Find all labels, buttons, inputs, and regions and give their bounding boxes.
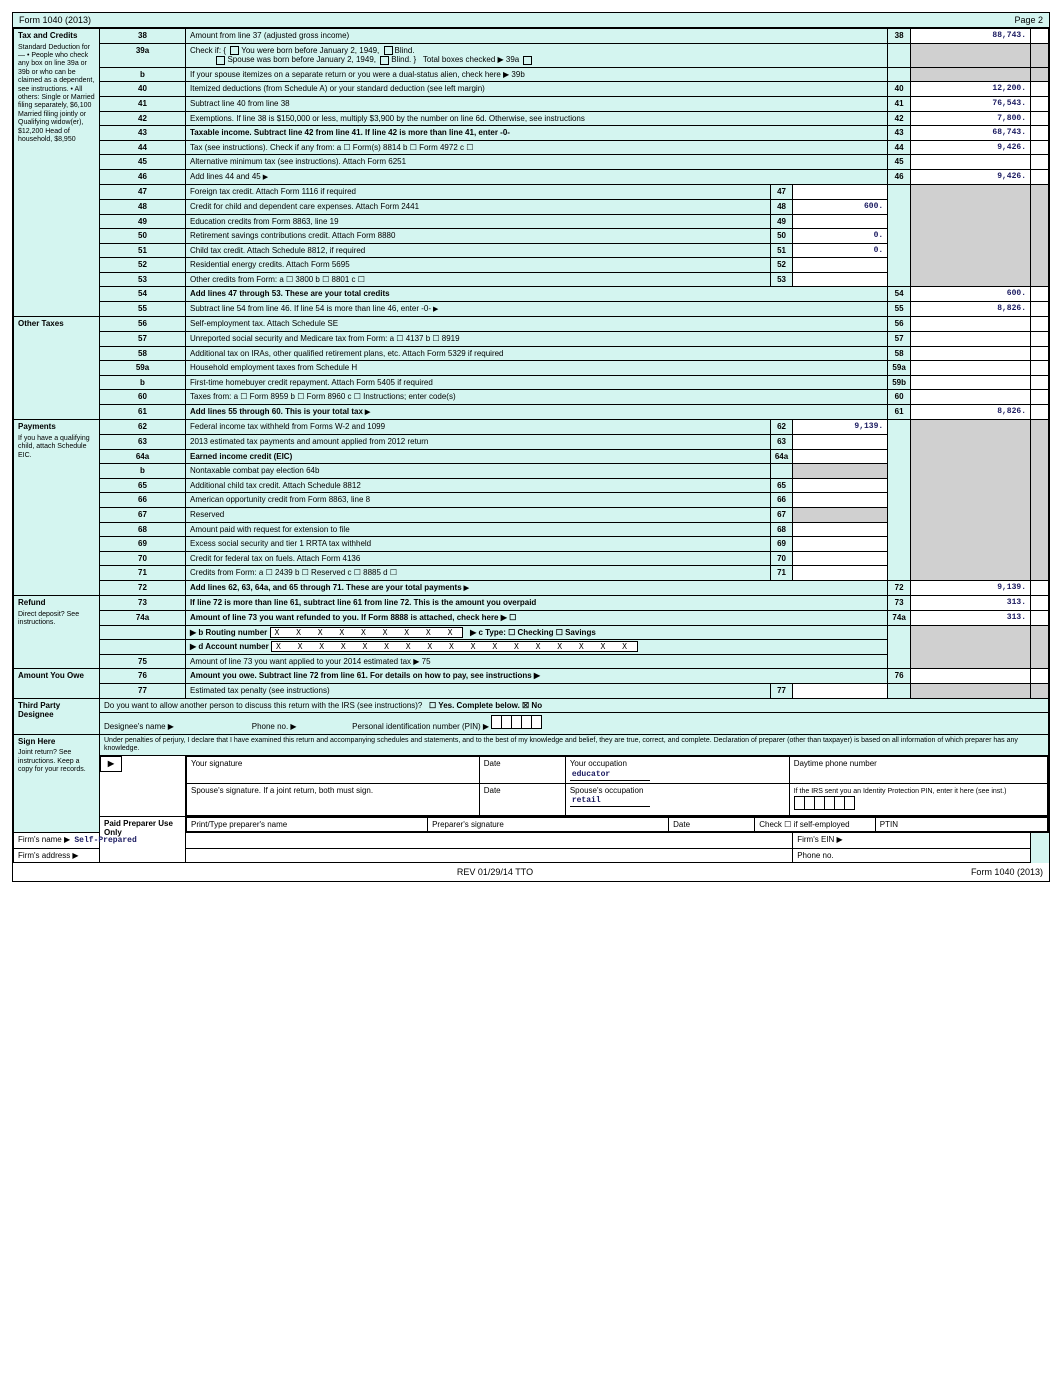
line-71-amt[interactable] — [793, 566, 888, 581]
third-party-fields: Designee's name ▶ Phone no. ▶ Personal i… — [100, 713, 1049, 735]
line-59a-amt[interactable] — [911, 361, 1031, 376]
line-39b: If your spouse itemizes on a separate re… — [186, 67, 888, 82]
line-40-amt[interactable]: 12,200. — [911, 82, 1031, 97]
check-39a-spouse-blind[interactable] — [380, 56, 389, 65]
section-refund-label: Refund Direct deposit? See instructions. — [14, 596, 100, 669]
header-strip: Form 1040 (2013) Page 2 — [13, 13, 1049, 28]
routing-row: ▶ b Routing number X X X X X X X X X ▶ c… — [186, 625, 888, 640]
line-54-amt[interactable]: 600. — [911, 287, 1031, 302]
line-45-amt[interactable] — [911, 155, 1031, 170]
line-39a: Check if: { You were born before January… — [186, 43, 888, 67]
third-party-question: Do you want to allow another person to d… — [100, 698, 1049, 713]
line-38-amt[interactable]: 88,743. — [911, 29, 1031, 44]
firm-phone[interactable]: Phone no. — [793, 848, 1031, 863]
preparer-signature[interactable]: Preparer's signature — [428, 817, 669, 832]
footer: REV 01/29/14 TTO Form 1040 (2013) — [13, 863, 1049, 881]
section-tax-credits-label: Tax and Credits Standard Deduction for— … — [14, 29, 100, 317]
section-sign-here-label: Sign Here Joint return? See instructions… — [14, 734, 100, 833]
preparer-grid: Print/Type preparer's name Preparer's si… — [186, 817, 1048, 833]
line-70-amt[interactable] — [793, 551, 888, 566]
footer-form: Form 1040 (2013) — [971, 867, 1043, 877]
line-51-amt[interactable]: 0. — [793, 243, 888, 258]
line-69-amt[interactable] — [793, 537, 888, 552]
line-68-amt[interactable] — [793, 522, 888, 537]
account-row: ▶ d Account number X X X X X X X X X X X… — [186, 640, 888, 655]
line-73-amt[interactable]: 313. — [911, 596, 1031, 611]
preparer-self-employed[interactable]: Check ☐ if self-employed — [755, 817, 876, 832]
line-53-amt[interactable] — [793, 272, 888, 287]
routing-number[interactable]: X X X X X X X X X — [270, 627, 464, 638]
sign-arrow-icon: ▶ — [100, 756, 122, 772]
line-64a-amt[interactable] — [793, 449, 888, 464]
form-1040-page-2: Form 1040 (2013) Page 2 Tax and Credits … — [12, 12, 1050, 882]
spouse-sig-date[interactable]: Date — [479, 783, 565, 815]
section-other-taxes-label: Other Taxes — [14, 317, 100, 420]
line-55-amt[interactable]: 8,826. — [911, 302, 1031, 317]
line-38-desc: Amount from line 37 (adjusted gross inco… — [186, 29, 888, 44]
line-50-amt[interactable]: 0. — [793, 229, 888, 244]
line-43-amt[interactable]: 68,743. — [911, 126, 1031, 141]
line-61-amt[interactable]: 8,826. — [911, 405, 1031, 420]
signature-grid: Your signature Date Your occupation educ… — [186, 756, 1048, 815]
daytime-phone[interactable]: Daytime phone number — [789, 757, 1047, 783]
line-48-amt[interactable]: 600. — [793, 199, 888, 214]
preparer-ptin[interactable]: PTIN — [875, 817, 1047, 832]
firm-name[interactable]: Firm's name ▶ Self-Prepared — [14, 833, 793, 849]
your-sig-date[interactable]: Date — [479, 757, 565, 783]
line-42-amt[interactable]: 7,800. — [911, 111, 1031, 126]
section-amount-owe-label: Amount You Owe — [14, 669, 100, 698]
check-39a-you-blind[interactable] — [384, 46, 393, 55]
perjury-statement: Under penalties of perjury, I declare th… — [100, 734, 1049, 756]
section-payments-label: Payments If you have a qualifying child,… — [14, 420, 100, 596]
check-39a-spouse-age[interactable] — [216, 56, 225, 65]
line-76-amt[interactable] — [911, 669, 1031, 684]
footer-rev: REV 01/29/14 TTO — [457, 867, 533, 877]
spouse-occupation[interactable]: Spouse's occupation retail — [565, 783, 789, 815]
line-47-amt[interactable] — [793, 185, 888, 200]
line-72-amt[interactable]: 9,139. — [911, 580, 1031, 595]
check-39a-you-age[interactable] — [230, 46, 239, 55]
line-44-amt[interactable]: 9,426. — [911, 140, 1031, 155]
your-occupation[interactable]: Your occupation educator — [565, 757, 789, 783]
line-77-amt[interactable] — [793, 683, 888, 698]
line-66-amt[interactable] — [793, 493, 888, 508]
preparer-name[interactable]: Print/Type preparer's name — [187, 817, 428, 832]
line-49-amt[interactable] — [793, 214, 888, 229]
line-60-amt[interactable] — [911, 390, 1031, 405]
form-id: Form 1040 (2013) — [19, 15, 91, 25]
account-number[interactable]: X X X X X X X X X X X X X X X X X — [271, 641, 638, 652]
line-63-amt[interactable] — [793, 435, 888, 450]
firm-address[interactable]: Firm's address ▶ — [14, 848, 793, 863]
page-number: Page 2 — [1014, 15, 1043, 25]
line-57-amt[interactable] — [911, 332, 1031, 347]
line-58-amt[interactable] — [911, 346, 1031, 361]
preparer-date[interactable]: Date — [669, 817, 755, 832]
line-41-amt[interactable]: 76,543. — [911, 96, 1031, 111]
your-signature-field[interactable]: Your signature — [187, 757, 480, 783]
identity-pin[interactable]: If the IRS sent you an Identity Protecti… — [789, 783, 1047, 815]
line-52-amt[interactable] — [793, 258, 888, 273]
section-third-party-label: Third Party Designee — [14, 698, 100, 734]
line-56-amt[interactable] — [911, 317, 1031, 332]
line-65-amt[interactable] — [793, 478, 888, 493]
form-body: Tax and Credits Standard Deduction for— … — [13, 28, 1049, 863]
line-59b-amt[interactable] — [911, 375, 1031, 390]
line-62-amt[interactable]: 9,139. — [793, 420, 888, 435]
spouse-signature-field[interactable]: Spouse's signature. If a joint return, b… — [187, 783, 480, 815]
line-74a-amt[interactable]: 313. — [911, 610, 1031, 625]
line-38-no: 38 — [100, 29, 186, 44]
firm-ein[interactable]: Firm's EIN ▶ — [793, 833, 1031, 849]
line-46-amt[interactable]: 9,426. — [911, 169, 1031, 184]
